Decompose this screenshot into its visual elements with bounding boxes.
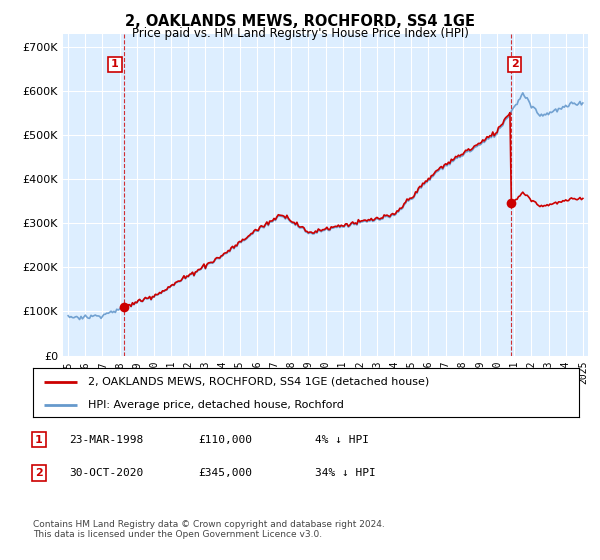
Text: 4% ↓ HPI: 4% ↓ HPI: [315, 435, 369, 445]
Text: Contains HM Land Registry data © Crown copyright and database right 2024.
This d: Contains HM Land Registry data © Crown c…: [33, 520, 385, 539]
Text: 2: 2: [35, 468, 43, 478]
Text: 2, OAKLANDS MEWS, ROCHFORD, SS4 1GE: 2, OAKLANDS MEWS, ROCHFORD, SS4 1GE: [125, 14, 475, 29]
Text: 23-MAR-1998: 23-MAR-1998: [69, 435, 143, 445]
Text: Price paid vs. HM Land Registry's House Price Index (HPI): Price paid vs. HM Land Registry's House …: [131, 27, 469, 40]
Text: 34% ↓ HPI: 34% ↓ HPI: [315, 468, 376, 478]
Text: £345,000: £345,000: [198, 468, 252, 478]
Text: 2: 2: [511, 59, 518, 69]
Text: 30-OCT-2020: 30-OCT-2020: [69, 468, 143, 478]
Text: HPI: Average price, detached house, Rochford: HPI: Average price, detached house, Roch…: [88, 400, 343, 410]
Text: 1: 1: [35, 435, 43, 445]
Text: 2, OAKLANDS MEWS, ROCHFORD, SS4 1GE (detached house): 2, OAKLANDS MEWS, ROCHFORD, SS4 1GE (det…: [88, 377, 429, 387]
Text: 1: 1: [111, 59, 119, 69]
Text: £110,000: £110,000: [198, 435, 252, 445]
